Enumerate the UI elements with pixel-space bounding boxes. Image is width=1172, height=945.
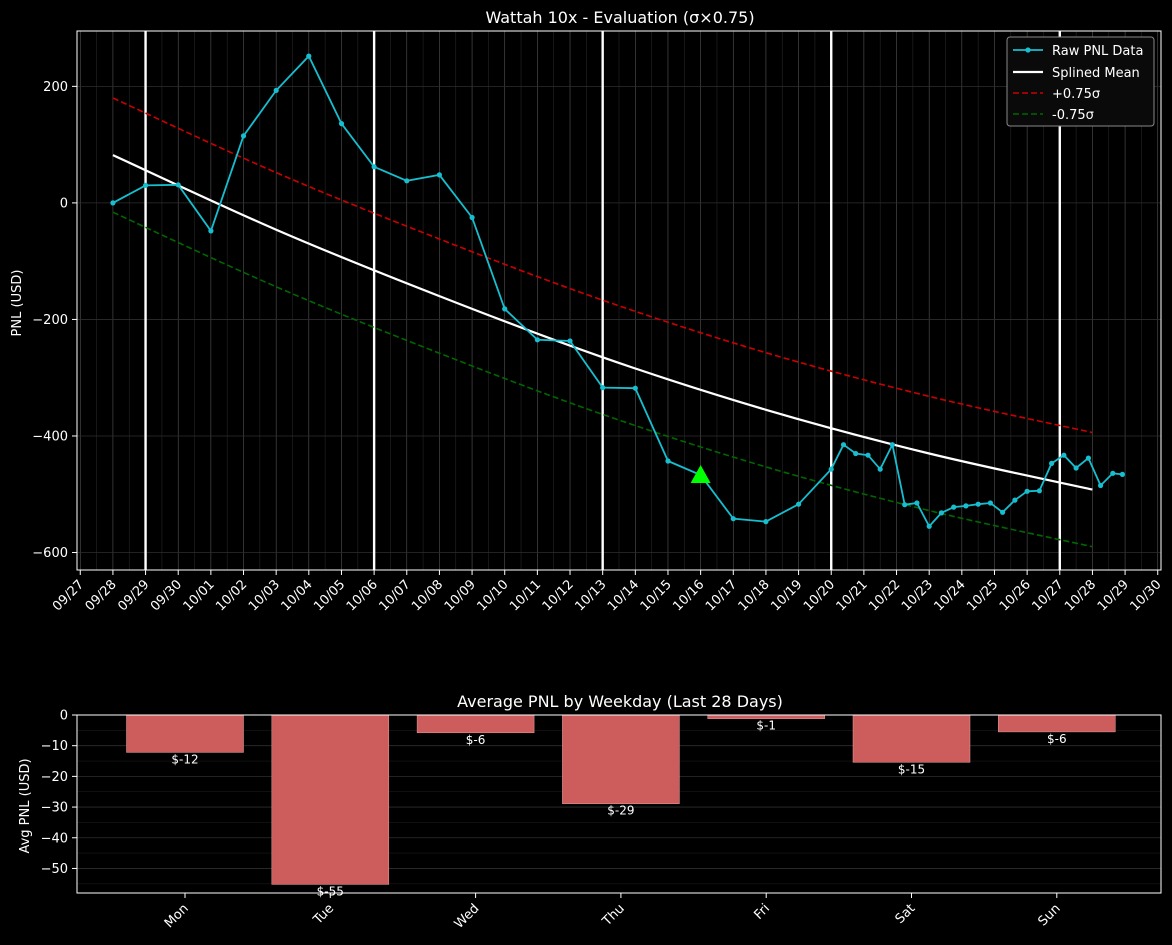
bar-tue	[271, 714, 390, 885]
series-layer	[110, 53, 1125, 548]
plot-frame	[76, 30, 1162, 571]
raw-pnl-point	[889, 442, 896, 448]
bar-y-tick-label: −30	[41, 801, 68, 816]
raw-pnl-point	[796, 501, 802, 507]
raw-pnl-point	[600, 385, 606, 391]
bar-sat	[852, 714, 971, 763]
bar-y-tick-label: −10	[41, 739, 68, 754]
raw-pnl-point	[938, 510, 945, 516]
chart-title: Wattah 10x - Evaluation (σ×0.75)	[485, 8, 754, 27]
raw-pnl-point	[1024, 488, 1030, 494]
raw-pnl-point	[840, 442, 847, 448]
raw-pnl-point	[828, 466, 834, 472]
bar-y-tick-label: −50	[41, 862, 68, 877]
y-tick-label: −400	[32, 429, 68, 444]
weekday-average-chart: Average PNL by Weekday (Last 28 Days) Av…	[18, 692, 1162, 932]
bar-mon	[126, 714, 244, 753]
raw-pnl-point	[436, 172, 442, 178]
bar-value-label: $-29	[607, 804, 634, 818]
y-tick-label: 200	[43, 80, 68, 95]
raw-pnl-point	[632, 385, 638, 391]
raw-pnl-point	[567, 338, 573, 344]
y-axis-ticks: 200 0 −200 −400 −600	[32, 80, 77, 561]
y-tick-label: −200	[32, 313, 68, 328]
y-tick-label: −600	[32, 546, 68, 561]
raw-pnl-point	[902, 502, 908, 508]
bar-value-label: $-6	[1047, 732, 1067, 746]
raw-pnl-point	[371, 164, 377, 170]
raw-pnl-point	[730, 516, 736, 522]
raw-pnl-point	[951, 504, 957, 510]
raw-pnl-point	[110, 200, 116, 206]
bar-thu	[562, 714, 680, 804]
bar-sun	[998, 714, 1116, 733]
raw-pnl-point	[926, 523, 932, 529]
raw-pnl-point	[853, 450, 859, 457]
raw-pnl-point	[1000, 509, 1006, 515]
bar-value-label: $-1	[756, 719, 776, 733]
bar-y-axis-ticks: 0 −10 −20 −30 −40 −50	[41, 709, 77, 877]
legend-label-mean: Splined Mean	[1052, 66, 1140, 81]
bar-plot-frame	[76, 714, 1162, 894]
raw-pnl-point	[1012, 497, 1018, 503]
raw-pnl-point	[208, 228, 214, 234]
raw-pnl-point	[1061, 452, 1067, 458]
raw-pnl-point	[1110, 470, 1116, 476]
y-axis-label: PNL (USD)	[10, 270, 25, 337]
bar-y-tick-label: −20	[41, 770, 68, 785]
legend: Raw PNL Data Splined Mean +0.75σ -0.75σ	[1006, 36, 1155, 127]
raw-pnl-point	[763, 519, 769, 525]
bar-value-label: $-55	[317, 884, 344, 898]
legend-box	[1006, 36, 1155, 127]
raw-pnl-point	[1036, 488, 1042, 494]
bar-y-tick-label: 0	[60, 709, 68, 724]
bar-y-tick-label: −40	[41, 831, 68, 846]
y-tick-label: 0	[60, 196, 68, 211]
raw-pnl-point	[665, 458, 671, 464]
legend-label-raw: Raw PNL Data	[1052, 44, 1143, 59]
bar-value-label: $-15	[898, 762, 925, 776]
raw-pnl-point	[534, 337, 541, 343]
raw-pnl-point	[502, 306, 508, 312]
legend-marker-raw	[1025, 47, 1031, 53]
raw-pnl-point	[914, 500, 920, 506]
raw-pnl-point	[865, 452, 871, 458]
raw-pnl-point	[469, 214, 475, 221]
raw-pnl-point	[143, 182, 149, 188]
raw-pnl-point	[975, 501, 981, 507]
raw-pnl-point	[1098, 482, 1104, 489]
legend-label-lower: -0.75σ	[1052, 108, 1094, 123]
raw-pnl-point	[338, 121, 345, 127]
raw-pnl-point	[877, 466, 883, 472]
current-position-marker	[690, 465, 711, 484]
bar-wed	[416, 714, 535, 734]
raw-pnl-point	[1073, 465, 1079, 471]
raw-pnl-point	[1119, 471, 1125, 477]
raw-pnl-point	[240, 133, 247, 139]
raw-pnl-point	[306, 53, 312, 59]
raw-pnl-point	[963, 503, 969, 509]
splined-mean-line	[112, 154, 1093, 491]
raw-pnl-point	[175, 182, 181, 188]
raw-pnl-point	[273, 87, 279, 93]
raw-pnl-point	[987, 500, 994, 506]
bar-value-label: $-12	[171, 752, 198, 766]
raw-pnl-point	[404, 178, 410, 184]
bar-value-label: $-6	[466, 733, 486, 747]
bars-layer: $-12 $-55 $-6 $-29 $-1 $-15 $-6	[126, 714, 1116, 898]
bar-y-axis-label: Avg PNL (USD)	[18, 758, 33, 853]
raw-pnl-point	[1049, 460, 1055, 466]
bar-chart-title: Average PNL by Weekday (Last 28 Days)	[457, 692, 783, 711]
legend-label-upper: +0.75σ	[1052, 87, 1100, 102]
raw-pnl-point	[1085, 455, 1091, 461]
